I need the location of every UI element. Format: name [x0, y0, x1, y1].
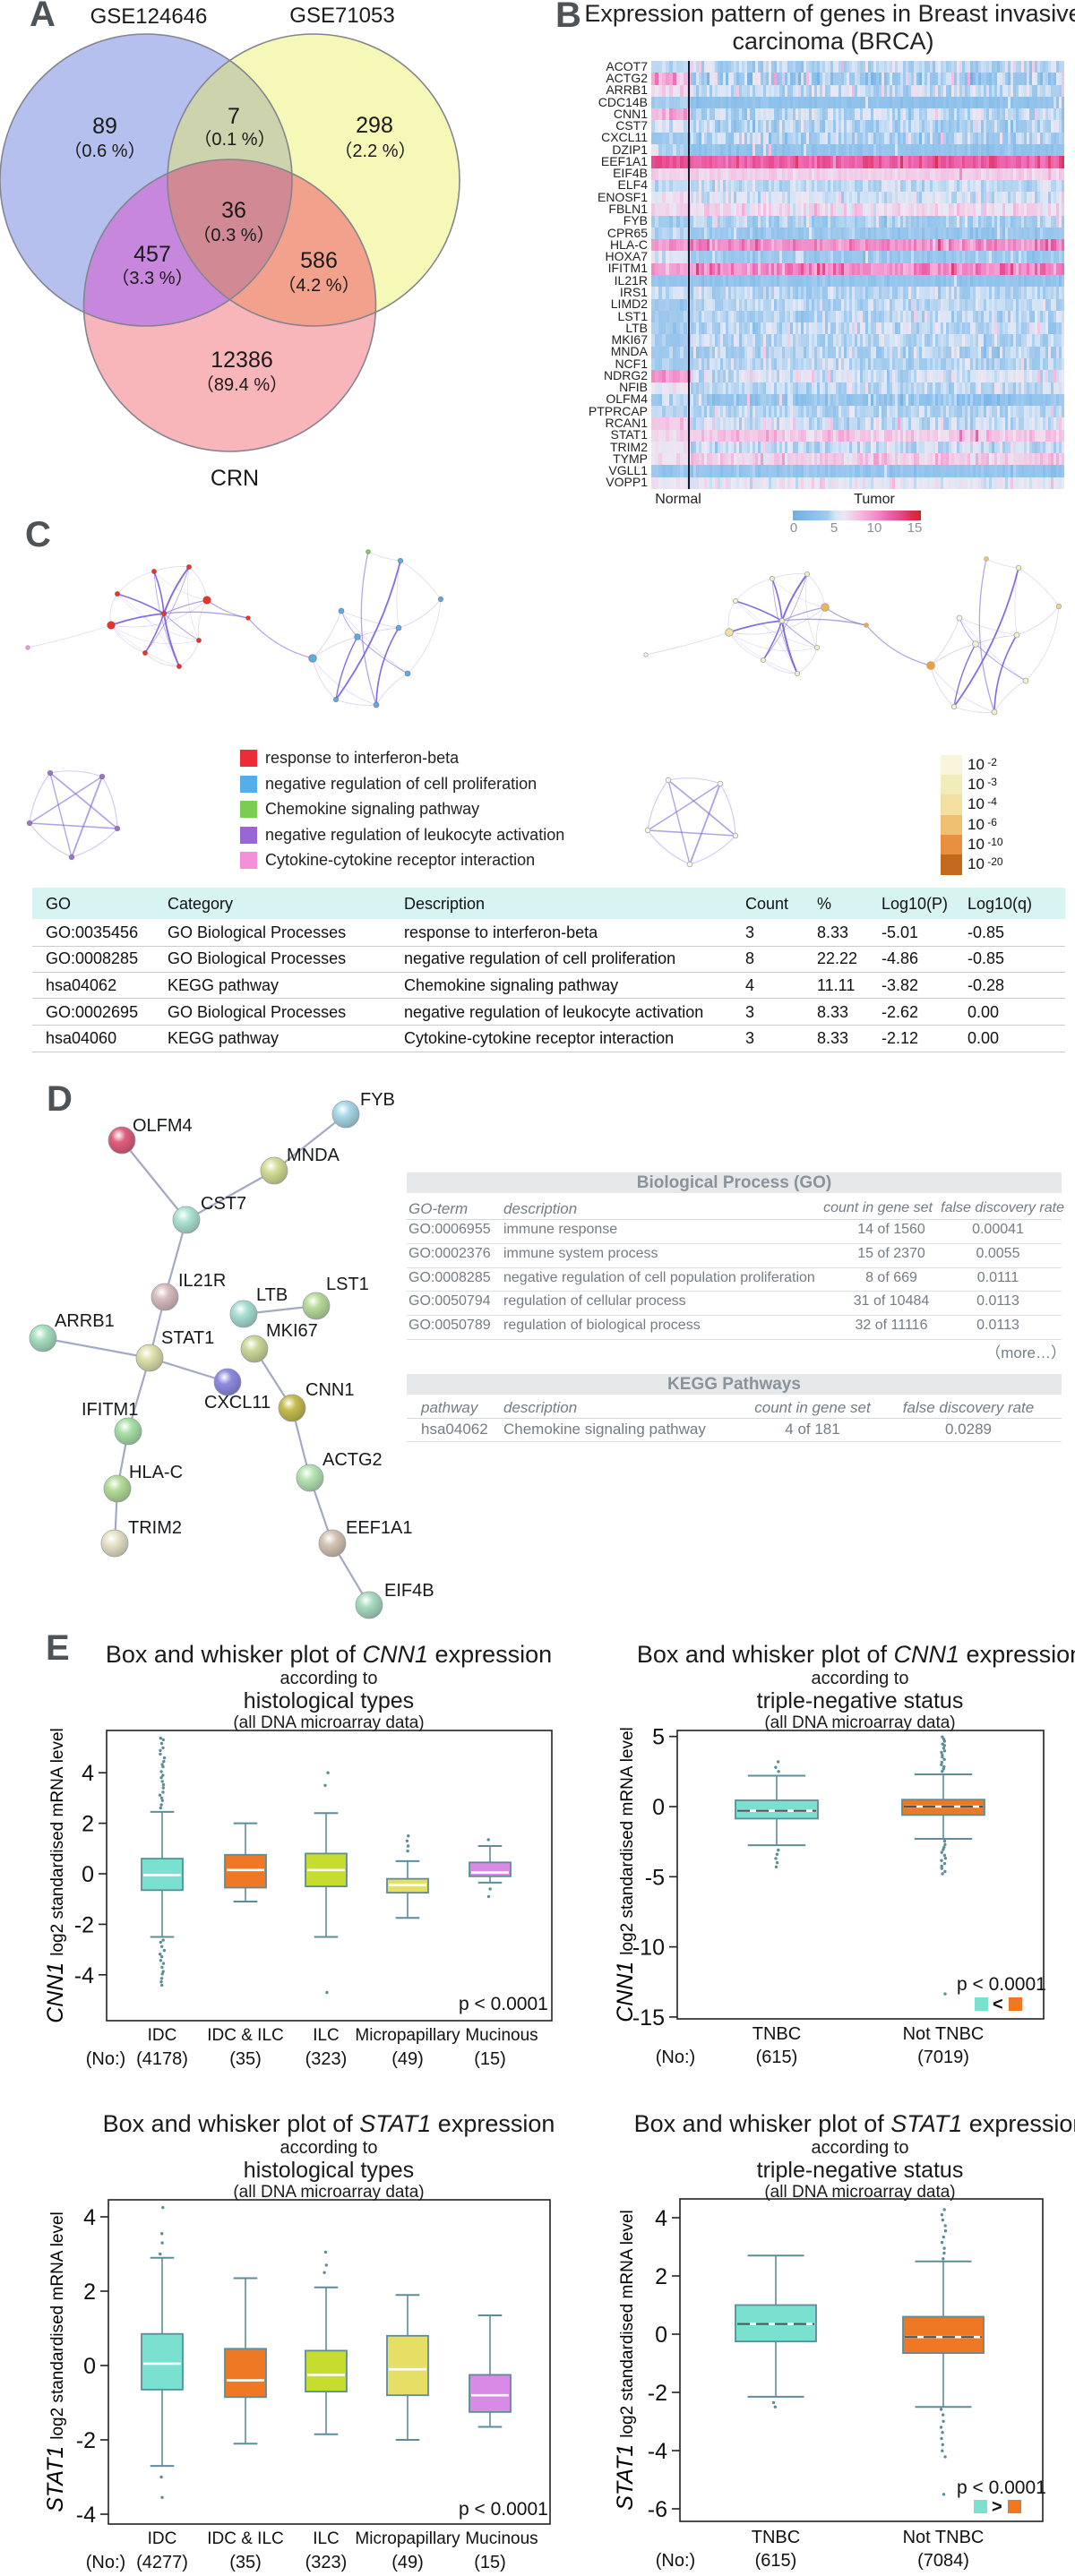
svg-text:CRN: CRN: [211, 466, 259, 491]
svg-text:（89.4 %）: （89.4 %）: [196, 374, 288, 395]
svg-text:4: 4: [82, 1761, 94, 1786]
svg-text:CST7: CST7: [201, 1194, 246, 1214]
svg-text:GSE124646: GSE124646: [90, 4, 208, 29]
svg-text:-6: -6: [648, 2497, 667, 2522]
svg-text:-4: -4: [648, 2439, 667, 2464]
svg-text:>: >: [992, 2497, 1002, 2517]
svg-text:457: 457: [133, 242, 171, 267]
svg-text:EIF4B: EIF4B: [384, 1581, 434, 1601]
svg-text:LST1: LST1: [326, 1275, 369, 1294]
svg-text:IL21R: IL21R: [178, 1271, 226, 1291]
svg-text:586: 586: [300, 248, 338, 273]
svg-text:0: 0: [652, 1795, 665, 1820]
svg-text:EEF1A1: EEF1A1: [346, 1518, 412, 1538]
svg-text:MNDA: MNDA: [287, 1146, 340, 1165]
svg-text:CNN1 log2 standardised mRNA le: CNN1 log2 standardised mRNA level: [43, 1728, 68, 2023]
svg-text:CNN1 log2 standardised mRNA le: CNN1 log2 standardised mRNA level: [613, 1727, 638, 2022]
svg-text:-15: -15: [632, 2005, 665, 2031]
svg-text:0: 0: [655, 2323, 667, 2348]
svg-text:-4: -4: [76, 2503, 96, 2528]
svg-text:CNN1: CNN1: [305, 1380, 354, 1400]
svg-text:2: 2: [655, 2264, 667, 2289]
svg-text:（0.3 %）: （0.3 %）: [193, 225, 274, 245]
svg-text:2: 2: [83, 2280, 96, 2305]
svg-text:-5: -5: [645, 1865, 665, 1890]
svg-text:-2: -2: [74, 1912, 94, 1937]
svg-text:STAT1 log2 standardised mRNA l: STAT1 log2 standardised mRNA level: [613, 2210, 638, 2511]
svg-text:FYB: FYB: [360, 1090, 395, 1110]
svg-text:-2: -2: [648, 2381, 667, 2406]
svg-text:12386: 12386: [211, 348, 273, 373]
svg-text:<: <: [993, 1995, 1003, 2014]
svg-text:CXCL11: CXCL11: [204, 1393, 271, 1413]
svg-text:STAT1: STAT1: [161, 1328, 214, 1348]
svg-text:-4: -4: [74, 1963, 94, 1988]
svg-text:89: 89: [92, 114, 117, 139]
svg-text:4: 4: [83, 2205, 96, 2230]
svg-text:IFITM1: IFITM1: [82, 1400, 138, 1420]
svg-text:OLFM4: OLFM4: [133, 1116, 193, 1136]
svg-text:0: 0: [82, 1862, 94, 1887]
svg-text:（2.2 %）: （2.2 %）: [334, 141, 416, 161]
svg-text:36: 36: [221, 198, 246, 223]
svg-text:（4.2 %）: （4.2 %）: [278, 275, 359, 296]
svg-text:MKI67: MKI67: [266, 1321, 318, 1341]
svg-text:-10: -10: [632, 1936, 665, 1961]
svg-text:（0.1 %）: （0.1 %）: [194, 129, 275, 150]
svg-text:（0.6 %）: （0.6 %）: [64, 141, 145, 161]
svg-text:7: 7: [228, 104, 240, 129]
svg-text:STAT1 log2 standardised mRNA l: STAT1 log2 standardised mRNA level: [43, 2211, 68, 2512]
svg-text:ARRB1: ARRB1: [55, 1311, 115, 1331]
svg-text:5: 5: [652, 1725, 665, 1750]
svg-text:GSE71053: GSE71053: [289, 4, 394, 28]
svg-text:2: 2: [82, 1812, 94, 1837]
svg-text:298: 298: [356, 113, 393, 138]
svg-text:HLA-C: HLA-C: [129, 1463, 183, 1482]
svg-text:ACTG2: ACTG2: [322, 1450, 383, 1470]
svg-text:（3.3 %）: （3.3 %）: [111, 268, 193, 288]
svg-text:-2: -2: [76, 2428, 96, 2453]
svg-text:LTB: LTB: [256, 1285, 288, 1305]
svg-text:0: 0: [83, 2354, 96, 2379]
svg-text:4: 4: [655, 2206, 667, 2231]
svg-text:TRIM2: TRIM2: [128, 1518, 182, 1538]
